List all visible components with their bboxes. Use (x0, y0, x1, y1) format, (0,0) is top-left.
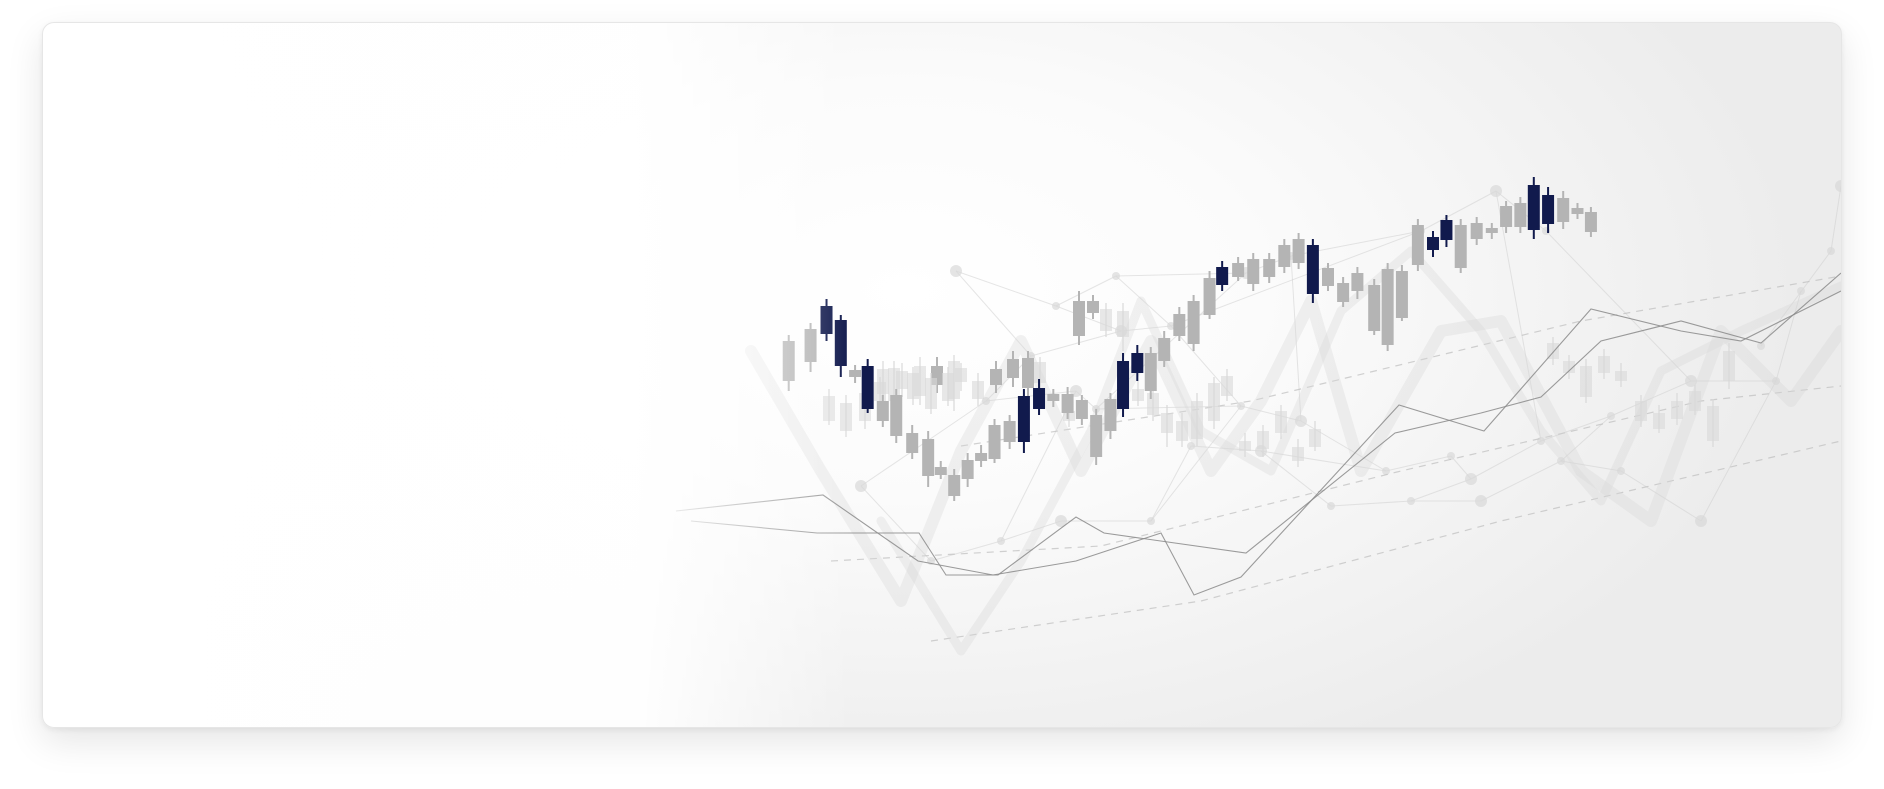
hero-banner-card (42, 22, 1842, 728)
stock-chart-illustration (43, 23, 1841, 727)
left-fade-overlay (43, 23, 1841, 727)
